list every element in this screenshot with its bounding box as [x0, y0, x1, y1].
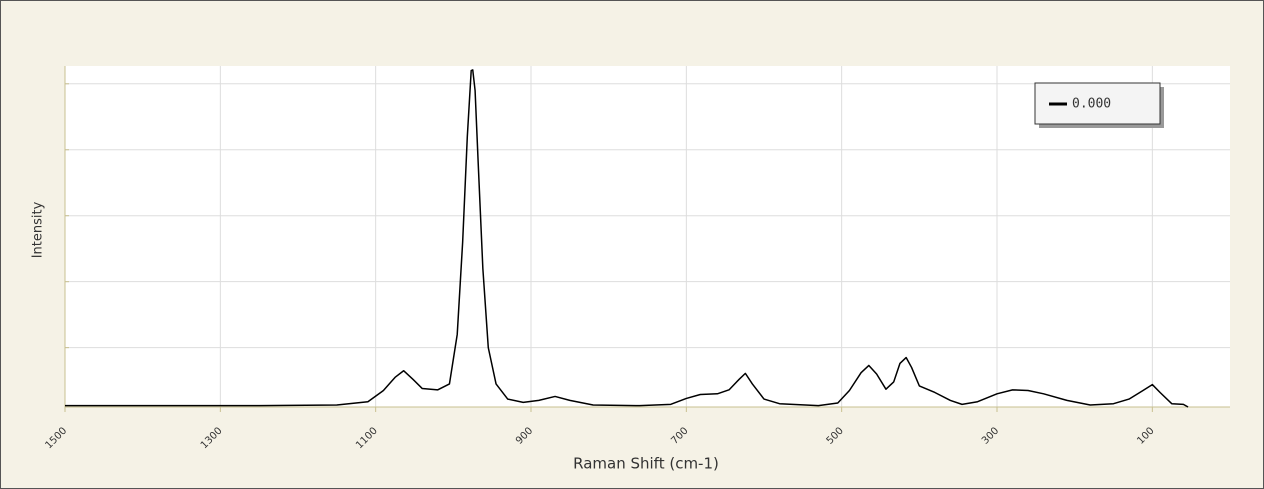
legend-label: 0.000	[1072, 97, 1111, 112]
x-axis-label: Raman Shift (cm-1)	[573, 455, 719, 473]
spectrum-line	[65, 69, 1189, 408]
y-axis-label: Intensity	[31, 201, 46, 258]
